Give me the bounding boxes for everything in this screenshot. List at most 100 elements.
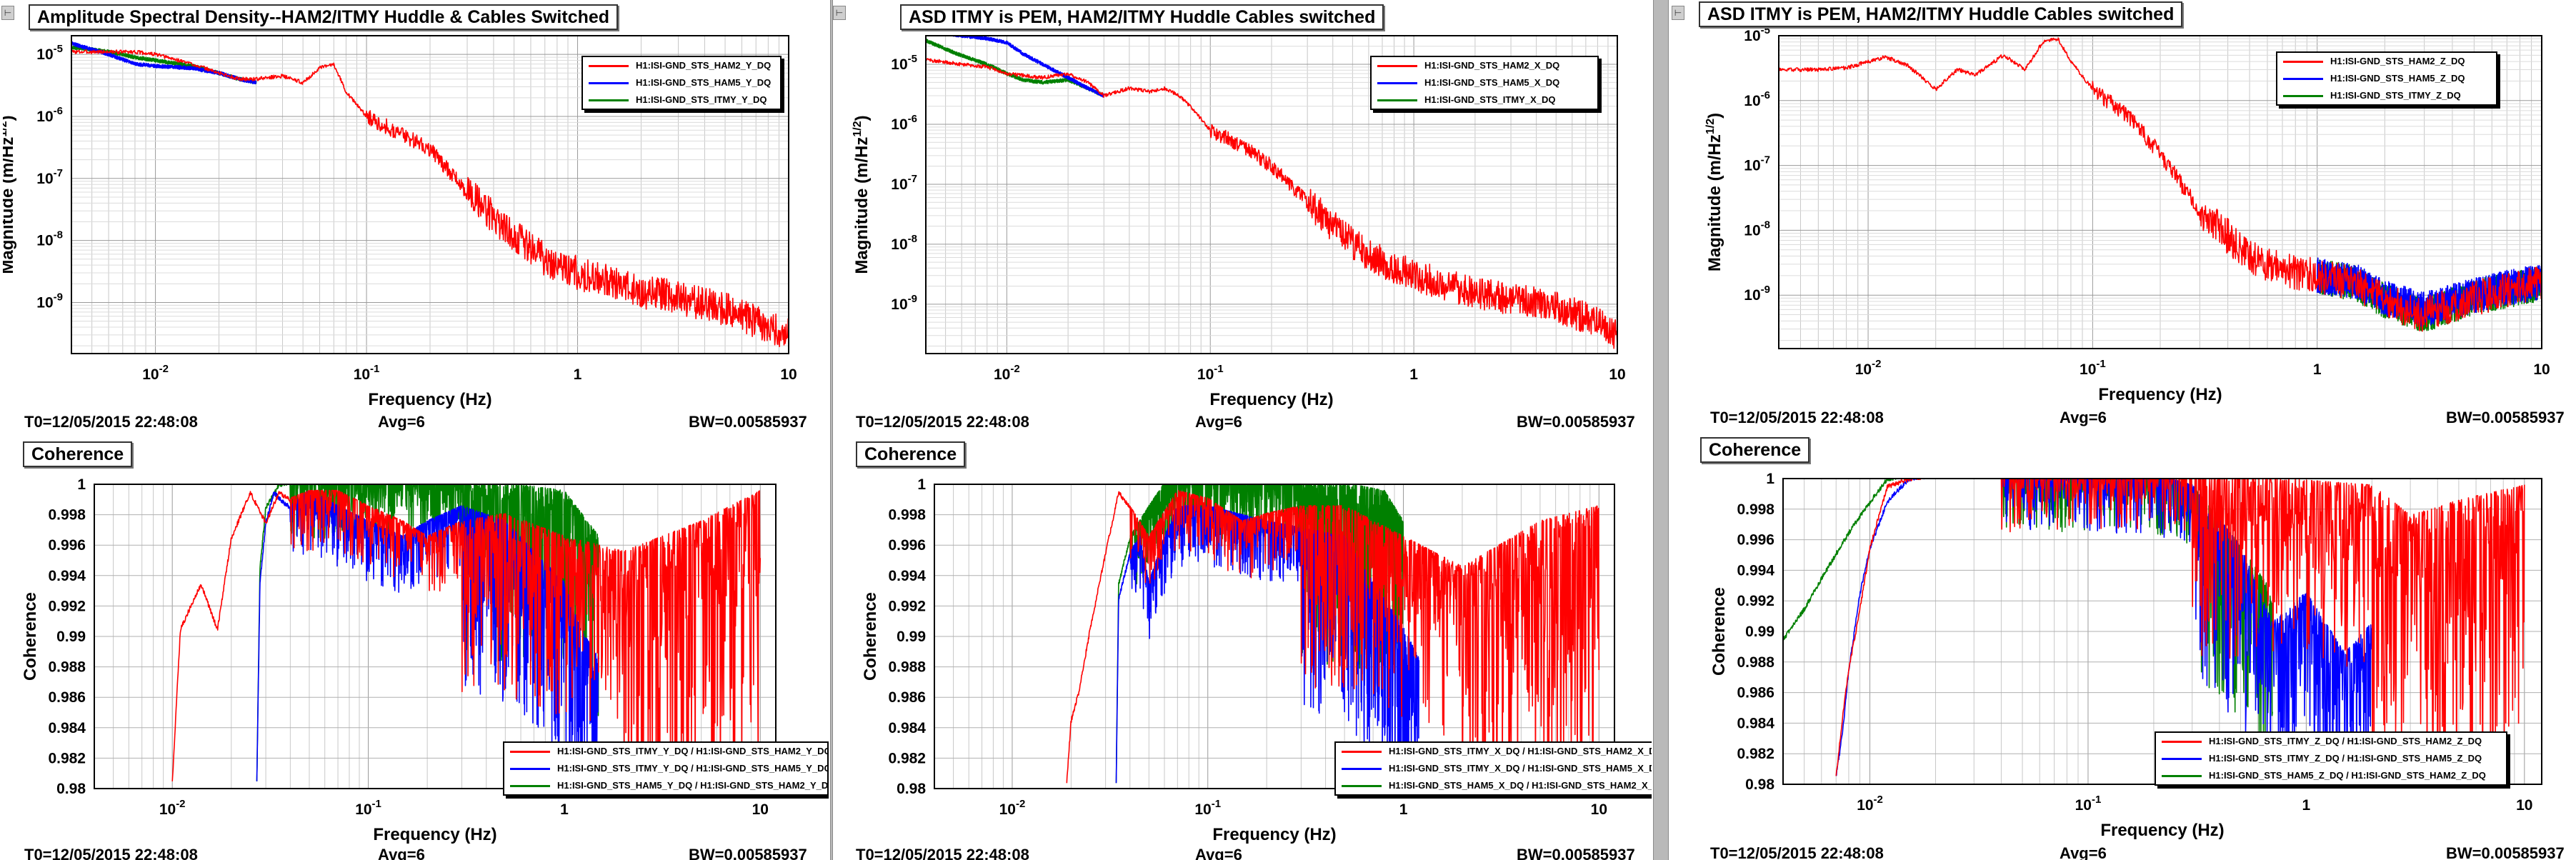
x-tick-label: 10-1 [354, 363, 380, 383]
y-tick-label: 0.998 [888, 507, 926, 524]
legend-swatch [589, 99, 629, 101]
y-tick-label: 0.988 [888, 659, 926, 676]
x-axis-label: Frequency (Hz) [1209, 390, 1333, 409]
legend-entry: H1:ISI-GND_STS_HAM5_Z_DQ / H1:ISI-GND_ST… [2156, 767, 2506, 784]
y-tick-label: 0.99 [1745, 624, 1774, 640]
chart-title: Coherence [23, 441, 133, 467]
legend-entry: H1:ISI-GND_STS_ITMY_Z_DQ / H1:ISI-GND_ST… [2156, 750, 2506, 767]
legend-swatch [2162, 758, 2202, 760]
y-tick-label: 0.986 [888, 689, 926, 706]
x-tick-label: 10-1 [1194, 798, 1221, 818]
plot-panel: 10-2 10-1 1 10 1 0.998 0.996 0.994 0.992 0.99 0.98… [3, 439, 829, 860]
footer-t0: T0=12/05/2015 22:48:08 [856, 846, 1029, 860]
footer-avg: Avg=6 [1195, 413, 1242, 431]
chart-legend: H1:ISI-GND_STS_ITMY_Y_DQ / H1:ISI-GND_ST… [503, 741, 829, 796]
chart-legend: H1:ISI-GND_STS_ITMY_Z_DQ / H1:ISI-GND_ST… [2155, 731, 2507, 786]
x-tick-label: 10-1 [1197, 363, 1224, 383]
legend-label: H1:ISI-GND_STS_ITMY_Z_DQ / H1:ISI-GND_ST… [2209, 736, 2482, 746]
series-line [1115, 505, 1420, 789]
series-line [1835, 479, 2525, 784]
x-axis-label: Frequency (Hz) [2100, 821, 2224, 840]
y-tick-label: 10-7 [36, 167, 63, 187]
x-tick-label: 10 [1609, 366, 1625, 383]
panel-menu-handle[interactable]: ⊢ [833, 6, 846, 20]
x-tick-label: 1 [2313, 361, 2322, 378]
legend-label: H1:ISI-GND_STS_HAM2_X_DQ [1424, 60, 1560, 71]
footer-bw: BW=0.00585937 [2446, 409, 2565, 426]
y-tick-label: 10-9 [1744, 284, 1770, 304]
plot-panel: 10-2 10-1 1 10 10-5 10-6 10-7 10-8 10-9 Frequency… [1670, 0, 2575, 433]
legend-entry: H1:ISI-GND_STS_ITMY_Y_DQ [583, 91, 780, 109]
window-separator[interactable] [830, 0, 833, 860]
legend-entry: H1:ISI-GND_STS_HAM2_Z_DQ [2277, 53, 2496, 70]
plot-frame [71, 35, 789, 354]
chart-title: ASD ITMY is PEM, HAM2/ITMY Huddle Cables… [900, 4, 1384, 30]
x-tick-label: 1 [1409, 366, 1418, 383]
footer-avg: Avg=6 [2060, 844, 2107, 860]
y-tick-label: 0.994 [888, 568, 926, 584]
series-line [2316, 257, 2542, 327]
series-line [71, 49, 789, 348]
chart-title: ASD ITMY is PEM, HAM2/ITMY Huddle Cables… [1699, 1, 2183, 27]
y-tick-label: 10-5 [1744, 24, 1770, 44]
y-tick-label: 0.988 [1737, 654, 1774, 671]
y-tick-label: 0.996 [48, 537, 86, 554]
panel-menu-handle[interactable]: ⊢ [1672, 6, 1684, 20]
series-group [1779, 37, 2542, 332]
y-tick-label: 0.982 [48, 750, 86, 766]
x-tick-label: 10 [2533, 361, 2550, 378]
chart-svg: 10-2 10-1 1 10 10-5 10-6 10-7 10-8 10-9 Frequency… [1704, 24, 2550, 404]
y-tick-label: 0.992 [1737, 593, 1774, 609]
panel-menu-handle[interactable]: ⊢ [1, 6, 14, 20]
legend-swatch [589, 82, 629, 84]
legend-label: H1:ISI-GND_STS_HAM5_X_DQ [1424, 77, 1560, 88]
legend-label: H1:ISI-GND_STS_HAM2_Y_DQ [636, 60, 772, 71]
legend-entry: H1:ISI-GND_STS_ITMY_Y_DQ / H1:ISI-GND_ST… [504, 760, 829, 777]
series-line [171, 489, 762, 789]
footer-t0: T0=12/05/2015 22:48:08 [1710, 844, 1884, 860]
legend-entry: H1:ISI-GND_STS_ITMY_Y_DQ / H1:ISI-GND_ST… [504, 743, 829, 760]
x-tick-label: 10-1 [355, 798, 381, 818]
x-axis-label: Frequency (Hz) [2098, 385, 2222, 404]
legend-entry: H1:ISI-GND_STS_HAM5_X_DQ / H1:ISI-GND_ST… [1336, 777, 1652, 794]
series-group [171, 484, 762, 789]
chart-title: Amplitude Spectral Density--HAM2/ITMY Hu… [29, 4, 619, 30]
legend-label: H1:ISI-GND_STS_ITMY_Y_DQ / H1:ISI-GND_ST… [557, 746, 829, 756]
chart-legend: H1:ISI-GND_STS_HAM2_Y_DQ H1:ISI-GND_STS_H… [581, 56, 782, 110]
chart-legend: H1:ISI-GND_STS_ITMY_X_DQ / H1:ISI-GND_ST… [1334, 741, 1652, 796]
legend-swatch [2283, 95, 2323, 97]
chart-legend: H1:ISI-GND_STS_HAM2_X_DQ H1:ISI-GND_STS_H… [1370, 56, 1599, 110]
legend-swatch [2283, 61, 2323, 63]
y-tick-label: 0.998 [1737, 501, 1774, 518]
legend-entry: H1:ISI-GND_STS_HAM5_Y_DQ [583, 74, 780, 91]
x-tick-label: 10-2 [159, 798, 186, 818]
chart-svg: 10-2 10-1 1 10 1 0.998 0.996 0.994 0.992 0.99 0.98… [1709, 471, 2542, 840]
plot-frame [94, 484, 777, 789]
x-tick-label: 10-2 [1855, 358, 1882, 378]
legend-swatch [1377, 82, 1417, 84]
legend-label: H1:ISI-GND_STS_HAM5_Y_DQ [636, 77, 772, 88]
y-tick-label: 10-5 [891, 53, 917, 73]
window-right [1669, 0, 2576, 860]
y-tick-label: 0.98 [56, 781, 86, 797]
y-tick-label: 10-8 [36, 229, 63, 249]
chart-svg: 10-2 10-1 1 10 10-5 10-6 10-7 10-8 10-9 Frequency… [852, 35, 1626, 409]
series-line [946, 36, 1105, 98]
series-group [1066, 484, 1600, 789]
legend-label: H1:ISI-GND_STS_ITMY_Z_DQ / H1:ISI-GND_ST… [2209, 753, 2482, 764]
y-tick-label: 10-6 [891, 113, 917, 133]
legend-swatch [589, 65, 629, 67]
x-tick-label: 1 [560, 801, 569, 818]
footer-t0: T0=12/05/2015 22:48:08 [24, 413, 198, 431]
y-tick-label: 0.98 [897, 781, 926, 797]
legend-label: H1:ISI-GND_STS_ITMY_Y_DQ [636, 94, 767, 105]
series-line [1779, 37, 2542, 332]
legend-entry: H1:ISI-GND_STS_HAM5_X_DQ [1372, 74, 1597, 91]
y-tick-label: 0.984 [48, 720, 86, 736]
y-axis-label: Coherence [1709, 587, 1729, 676]
legend-entry: H1:ISI-GND_STS_ITMY_X_DQ / H1:ISI-GND_ST… [1336, 743, 1652, 760]
series-line [1066, 490, 1600, 789]
window-separator[interactable] [1653, 0, 1669, 860]
legend-label: H1:ISI-GND_STS_ITMY_Z_DQ [2330, 90, 2461, 101]
legend-label: H1:ISI-GND_STS_ITMY_Y_DQ / H1:ISI-GND_ST… [557, 763, 829, 774]
